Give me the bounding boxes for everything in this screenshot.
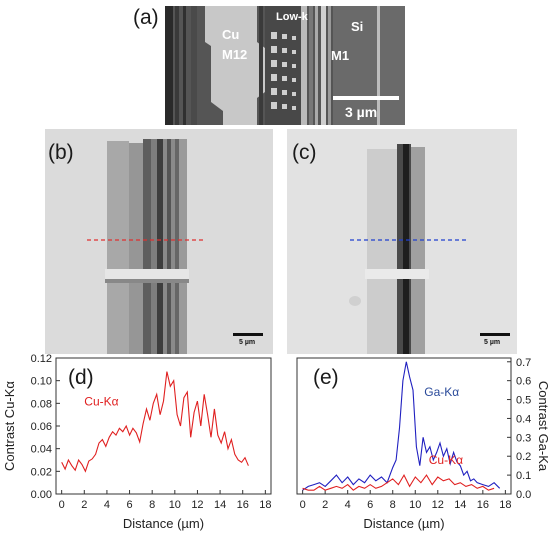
x-axis-label: Distance (µm) — [363, 516, 444, 531]
y-tick-label: 0.3 — [516, 432, 531, 444]
series-label: Cu-Kα — [429, 453, 463, 467]
label-si: Si — [351, 19, 364, 34]
chart-cu-profile: 0 2 4 6 8 10 12 14 16 18 0.00 0.02 0.04 0.06 0.08 0.10 0… — [2, 354, 272, 531]
scalebar-b-label: 5 µm — [239, 339, 256, 346]
xray-map-cu — [45, 129, 273, 354]
x-tick-label: 8 — [390, 499, 396, 511]
x-tick-label: 0 — [300, 499, 306, 511]
x-tick-label: 2 — [322, 499, 328, 511]
y-tick-label: 0.04 — [31, 444, 52, 456]
x-tick-label: 16 — [477, 499, 489, 511]
x-tick-label: 16 — [237, 499, 249, 511]
panel-label-e: (e) — [313, 366, 339, 389]
plot-frame — [296, 357, 512, 495]
y-tick-label: 0.1 — [516, 470, 531, 482]
y-tick-label: 0.10 — [31, 376, 52, 388]
y-axis-label: Contrast Cu-Kα — [2, 381, 17, 471]
scalebar-c-label: 5 µm — [484, 339, 501, 346]
x-tick-label: 8 — [149, 499, 155, 511]
x-tick-label: 18 — [259, 499, 271, 511]
x-tick-label: 4 — [104, 499, 110, 511]
x-tick-label: 12 — [191, 499, 203, 511]
x-tick-label: 18 — [499, 499, 511, 511]
scalebar-a — [333, 96, 399, 100]
y-tick-label: 0.7 — [516, 357, 531, 369]
y-axis-label: Contrast Ga-Ka — [536, 381, 550, 472]
x-tick-label: 10 — [169, 499, 181, 511]
label-m12: M12 — [222, 47, 248, 62]
scalebar-a-label: 3 µm — [345, 104, 378, 120]
y-tick-label: 0.02 — [31, 466, 52, 478]
y-tick-label: 0.6 — [516, 376, 531, 388]
y-tick-label: 0.08 — [31, 398, 52, 410]
x-tick-label: 0 — [59, 499, 65, 511]
label-m1: M1 — [331, 48, 350, 63]
y-tick-label: 0.0 — [516, 489, 531, 501]
x-tick-label: 14 — [214, 499, 226, 511]
series-line-2 — [302, 473, 495, 491]
y-tick-label: 0.5 — [516, 395, 531, 407]
label-lowk: Low-k — [276, 11, 308, 23]
x-axis-label: Distance (µm) — [123, 516, 204, 531]
sem-image — [165, 6, 405, 125]
series-line-1 — [302, 361, 501, 491]
panel-label-a: (a) — [133, 6, 159, 29]
panel-label-c: (c) — [292, 141, 317, 164]
label-cu: Cu — [222, 27, 240, 42]
x-tick-label: 6 — [126, 499, 132, 511]
y-tick-label: 0.12 — [31, 354, 52, 365]
x-tick-label: 12 — [432, 499, 444, 511]
x-tick-label: 6 — [367, 499, 373, 511]
panel-label-d: (d) — [68, 366, 94, 389]
y-tick-label: 0.00 — [31, 489, 52, 501]
x-tick-label: 10 — [409, 499, 421, 511]
x-tick-label: 2 — [81, 499, 87, 511]
x-tick-label: 4 — [345, 499, 351, 511]
series-line-1 — [61, 371, 249, 473]
y-tick-label: 0.4 — [516, 413, 531, 425]
chart-ga-cu-profile: 0 2 4 6 8 10 12 14 16 18 0.0 0.1 0.2 0.3 0.4 0.5 0.6 0.7 D… — [296, 357, 550, 531]
series-label: Cu-Kα — [84, 395, 118, 409]
panel-label-b: (b) — [48, 141, 74, 164]
y-tick-label: 0.2 — [516, 451, 531, 463]
series-label: Ga-Kα — [424, 385, 459, 399]
y-tick-label: 0.06 — [31, 421, 52, 433]
xray-map-ga — [287, 129, 517, 354]
x-tick-label: 14 — [454, 499, 466, 511]
